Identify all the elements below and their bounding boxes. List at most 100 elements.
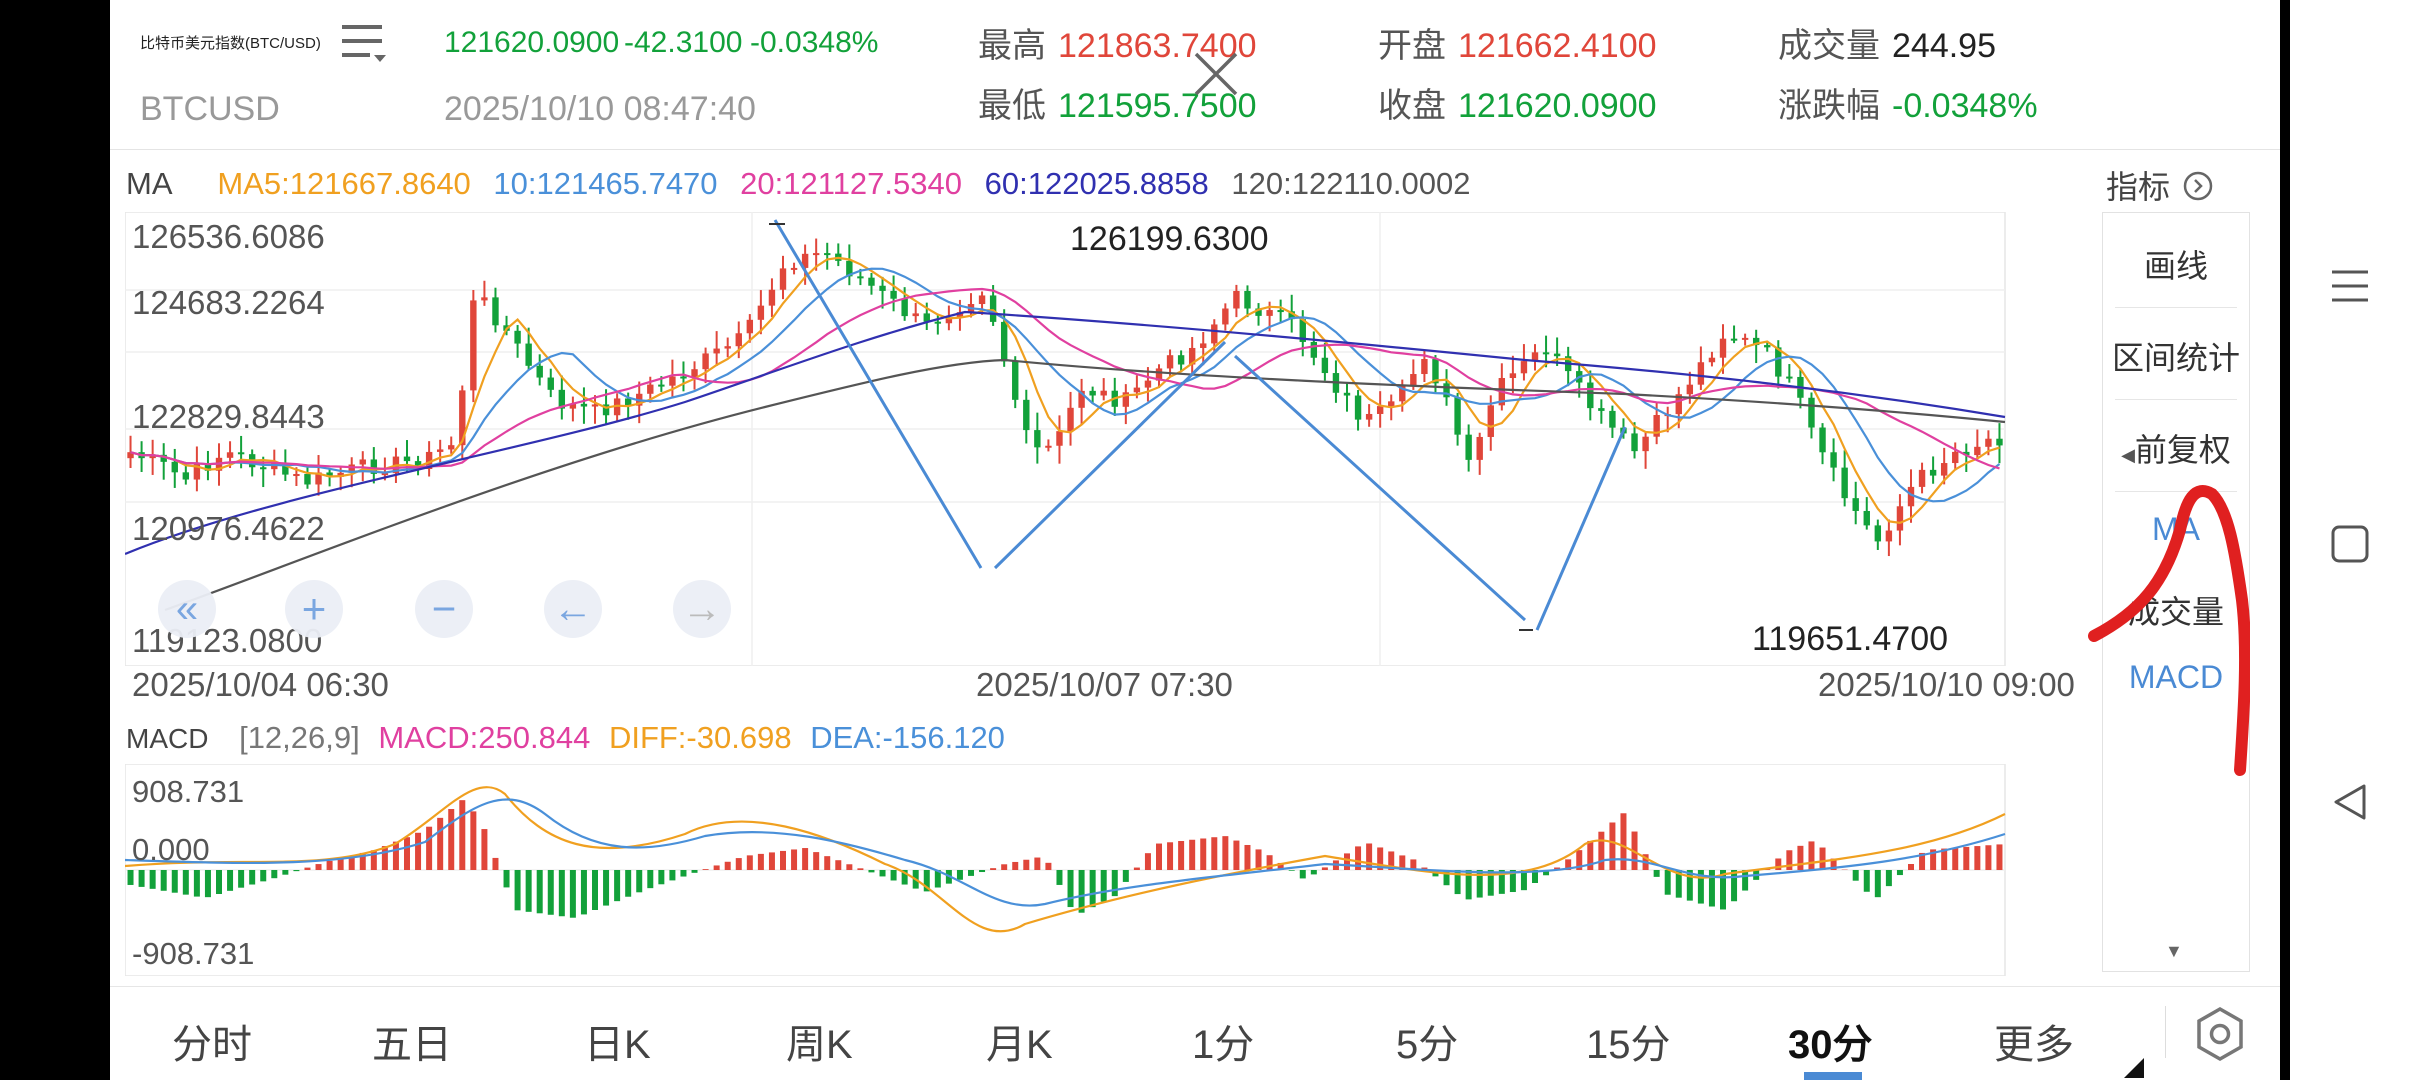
back-icon[interactable] [2326,778,2374,826]
tab-5min[interactable]: 5分 [1396,1023,1459,1067]
candle-body [193,464,201,480]
stat-close: 收盘 121620.0900 [1378,78,1657,127]
macd-bar [182,870,189,895]
candle-body [580,403,588,407]
candle-body [470,300,477,391]
caret-down-icon[interactable]: ▼ [2165,941,2183,961]
candle-body [1454,397,1461,435]
tab-separator [2165,1006,2166,1058]
macd-bar [1277,862,1284,870]
candle-body [326,472,333,477]
macd-bar [713,865,720,870]
macd-bar [780,850,786,870]
candle-body [1819,427,1826,453]
indicator-draw-line[interactable]: 画线 [2143,248,2208,284]
candle-body [1067,407,1074,432]
macd-bar [193,870,200,897]
candle-body [857,276,864,279]
candle-body [1929,469,1937,476]
macd-bar [923,870,930,892]
macd-bar [492,857,499,870]
ma5-value: MA5:121667.8640 [217,166,471,201]
indicator-range-stats[interactable]: 区间统计 [2111,340,2240,376]
candle-body [149,454,156,459]
tab-monthly-k[interactable]: 月K [986,1023,1053,1067]
candle-body [414,461,422,470]
macd-bar [304,867,311,870]
macd-bar [260,870,267,882]
price-change: -42.3100 [624,26,743,59]
indicator-panel: 画线 区间统计 ◀前复权 MA 成交量 MACD ▼ [2102,212,2250,972]
candle-body [602,404,610,416]
candle-body [1177,355,1185,365]
candle-body [1244,290,1251,309]
stat-close-value: 121620.0900 [1458,87,1657,125]
macd-bar [1708,870,1715,907]
tab-intraday[interactable]: 分时 [172,1023,252,1067]
macd-chart[interactable] [125,764,2087,976]
macd-bar [1344,853,1350,870]
zoom-in-button[interactable]: + [285,580,343,638]
ma10-line [130,267,2001,503]
candle-body [1045,445,1052,448]
menu-icon[interactable] [338,22,390,66]
candle-body [403,456,411,462]
candle-body [304,474,311,485]
macd-bar [1167,842,1174,870]
macd-bar [326,860,333,870]
macd-bar [1996,844,2003,870]
candle-body [160,454,167,462]
tab-more[interactable]: 更多 [1994,1023,2074,1067]
macd-bar [392,841,399,870]
stat-open-value: 121662.4100 [1458,27,1657,65]
recent-apps-icon[interactable] [2326,262,2374,310]
macd-bar [1764,869,1771,870]
candle-body [1476,436,1483,460]
tab-1min[interactable]: 1分 [1192,1023,1255,1067]
candle-body [547,377,554,390]
candle-body [1940,463,1948,476]
close-icon[interactable] [1192,50,1240,98]
candle-body [1907,486,1915,507]
macd-axis-label: -908.731 [132,936,255,971]
home-icon[interactable] [2326,520,2374,568]
indicator-macd[interactable]: MACD [2128,659,2224,695]
macd-bar [824,856,831,870]
kline-chart[interactable] [125,212,2087,666]
candle-body [1410,374,1417,386]
tab-weekly-k[interactable]: 周K [786,1023,853,1067]
macd-bar [879,870,886,877]
candle-body [1509,373,1517,379]
tab-15min[interactable]: 15分 [1586,1023,1671,1067]
tab-five-day[interactable]: 五日 [372,1023,452,1067]
macd-bar [1543,870,1550,876]
candle-body [1918,469,1926,487]
candle-body [1985,438,1992,447]
trend-line [1535,426,1627,631]
candle-body [1200,343,1207,348]
candle-body [1841,467,1848,499]
macd-bar [1443,870,1450,886]
macd-bar [1664,870,1671,895]
candle-body [1354,395,1362,420]
macd-bar [956,870,963,880]
tab-30min[interactable]: 30分 [1788,1023,1873,1067]
zoom-out-button[interactable]: − [415,580,473,638]
macd-bar [315,864,322,870]
stat-change-pct: 涨跌幅 -0.0348% [1778,78,2038,127]
candle-body [1531,352,1539,362]
settings-icon[interactable] [2194,1006,2246,1062]
macd-bar [1111,870,1118,897]
scroll-left-button[interactable]: ← [544,580,602,638]
candle-body [868,277,875,286]
indicator-forward-adjust[interactable]: ◀前复权 [2103,425,2249,471]
zoom-reset-button[interactable]: « [158,580,216,638]
candle-body [1255,308,1262,316]
candle-body [282,462,289,475]
candle-body [359,459,366,465]
scroll-right-button[interactable]: → [673,580,731,638]
candle-body [1100,390,1107,396]
macd-bar [990,868,997,870]
indicator-title[interactable]: 指标 [2106,162,2213,209]
tab-daily-k[interactable]: 日K [584,1023,651,1067]
